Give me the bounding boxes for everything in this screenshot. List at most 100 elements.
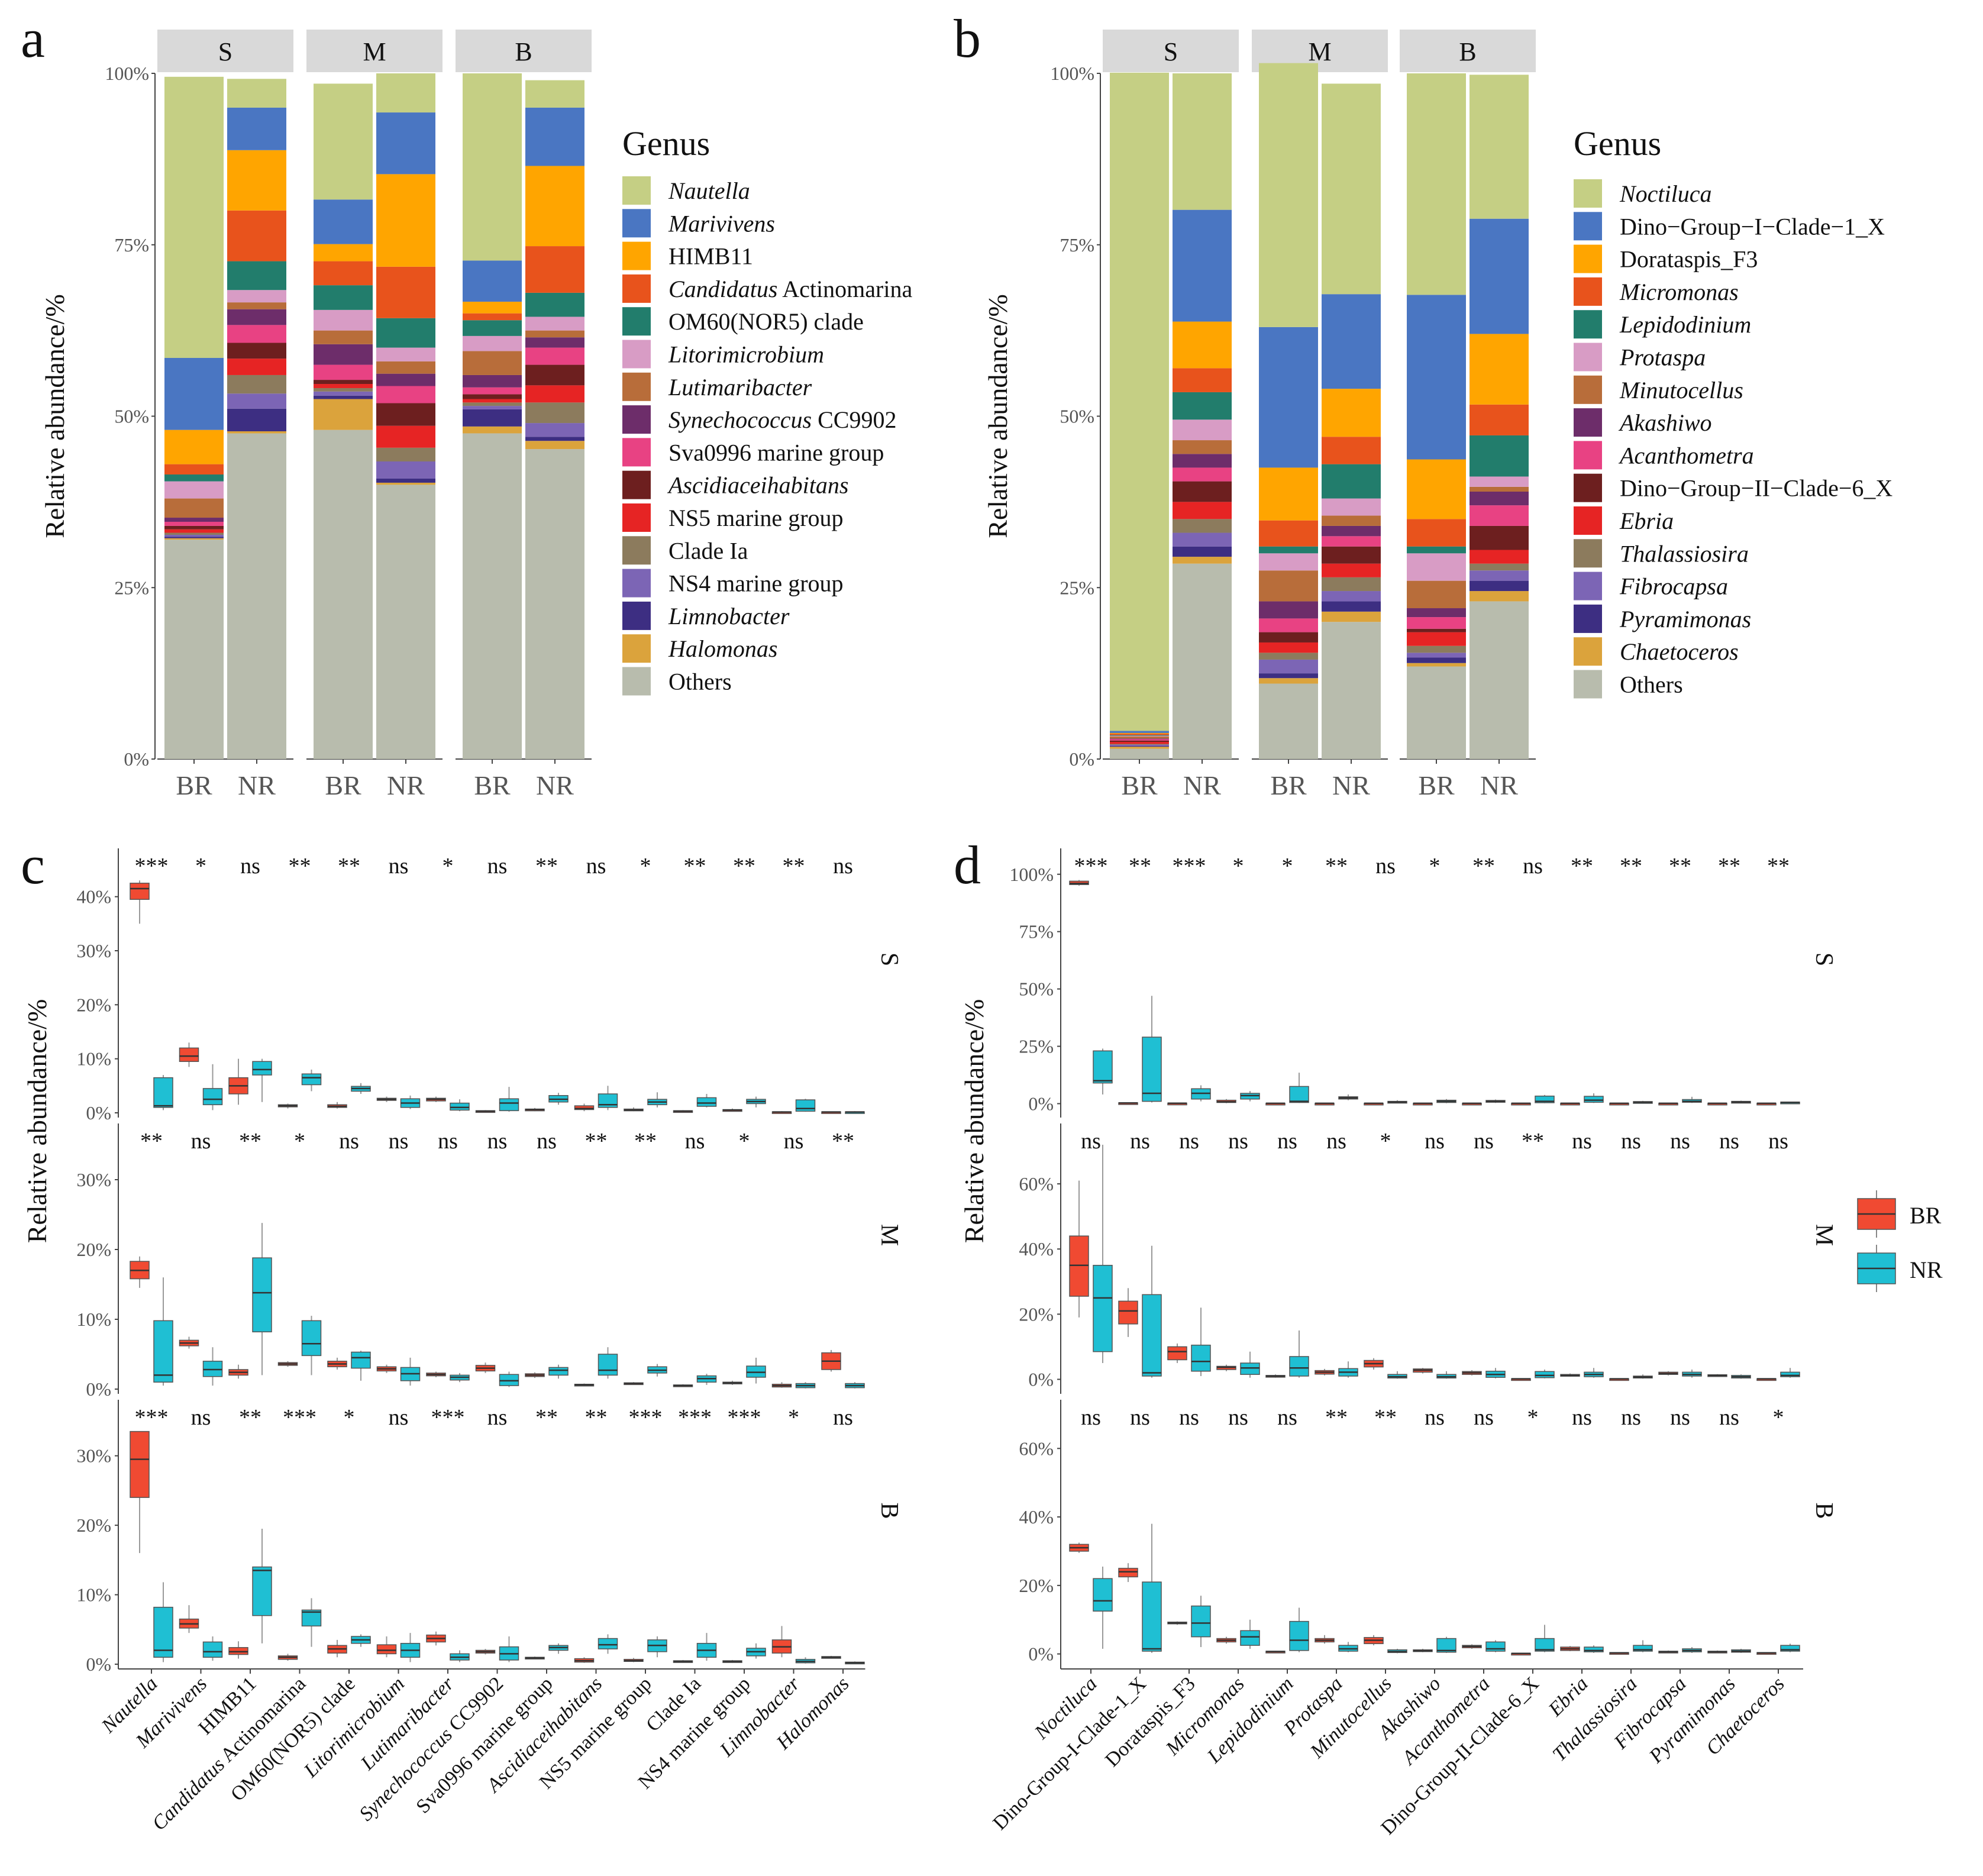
bar-segment-ascidiaceihabitans <box>525 364 584 386</box>
bar-segment-limnobacter <box>463 409 522 427</box>
bar-segment-himb11 <box>376 174 435 267</box>
bar-segment-protaspa <box>1407 553 1466 581</box>
bar-segment-thalassiosira <box>1322 577 1381 592</box>
significance-label: *** <box>1074 854 1108 879</box>
bar-segment-akashiwo <box>1173 454 1232 468</box>
significance-label: ns <box>1228 1129 1248 1154</box>
bar-segment-nautella <box>164 76 224 358</box>
bar-segment-litorimicrobium <box>227 290 286 303</box>
significance-label: * <box>443 854 454 879</box>
significance-label: ns <box>1081 1129 1101 1154</box>
y-tick-label: 0% <box>1028 1643 1054 1665</box>
bar-segment-lepidodinium <box>1407 546 1466 554</box>
bar-segment-acanthometra <box>1322 536 1381 547</box>
y-tick-label: 0% <box>1028 1368 1054 1390</box>
significance-label: ** <box>832 1129 854 1154</box>
box-nr <box>252 1566 272 1616</box>
bar-segment-dorataspis-f3 <box>1259 467 1318 521</box>
significance-label: * <box>195 854 206 879</box>
legend-key-limnobacter <box>622 601 651 630</box>
significance-label: ** <box>535 1405 558 1430</box>
bar-segment-litorimicrobium <box>314 309 373 331</box>
bar-segment-sva0996-marine-group <box>164 521 224 526</box>
bar-segment-fibrocapsa <box>1259 659 1318 674</box>
significance-label: ns <box>1179 1405 1199 1430</box>
legend-label-dino-group-ii-clade-6-x: Dino−Group−II−Clade−6_X <box>1620 475 1892 502</box>
significance-label: ns <box>1621 1129 1641 1154</box>
legend-label-micromonas: Micromonas <box>1619 279 1739 305</box>
significance-label: ** <box>1325 1405 1348 1430</box>
legend-label-synechococcus-cc9902: Synechococcus CC9902 <box>668 406 896 433</box>
x-category-label: BR <box>1121 770 1158 800</box>
significance-label: ns <box>191 1129 211 1154</box>
bar-segment-ns4-marine-group <box>376 461 435 479</box>
bar-segment-marivivens <box>525 107 584 166</box>
significance-label: ** <box>1767 854 1790 879</box>
significance-label: ns <box>389 1129 409 1154</box>
bar-segment-fibrocapsa <box>1173 532 1232 547</box>
bar-segment-ns5-marine-group <box>314 384 373 388</box>
box-nr <box>696 1097 717 1107</box>
y-tick-label: 40% <box>1019 1506 1054 1528</box>
bar-segment-chaetoceros <box>1173 557 1232 564</box>
bar-segment-limnobacter <box>314 395 373 399</box>
significance-label: ** <box>733 854 755 879</box>
bar-segment-ns5-marine-group <box>525 385 584 403</box>
box-br <box>1069 1235 1089 1297</box>
significance-label: ns <box>240 854 260 879</box>
legend-label-clade-ia: Clade Ia <box>668 537 748 564</box>
y-tick-label: 50% <box>1060 406 1094 427</box>
y-tick-label: 100% <box>1009 864 1054 885</box>
significance-label: ns <box>1425 1405 1445 1430</box>
significance-label: * <box>1773 1405 1784 1430</box>
bar-segment-halomonas <box>376 482 435 485</box>
bar-segment-dorataspis-f3 <box>1173 321 1232 369</box>
significance-label: ** <box>1472 854 1495 879</box>
legend-label-others: Others <box>668 669 732 695</box>
y-tick-label: 25% <box>1060 577 1094 598</box>
y-tick-label: 40% <box>1019 1238 1054 1260</box>
y-tick-label: 75% <box>1019 921 1054 942</box>
bar-segment-synechococcus-cc9902 <box>227 309 286 325</box>
bar-segment-lepidodinium <box>1470 435 1529 477</box>
box-nr <box>301 1320 322 1357</box>
bar-segment-noctiluca <box>1173 73 1232 210</box>
bar-segment-candidatus-actinomarina <box>525 246 584 293</box>
significance-label: *** <box>728 1405 761 1430</box>
box-br <box>376 1644 397 1655</box>
bar-segment-dorataspis-f3 <box>1110 732 1169 734</box>
box-nr <box>1584 1096 1604 1103</box>
bar-segment-marivivens <box>314 199 373 244</box>
significance-label: ns <box>1768 1129 1788 1154</box>
y-tick-label: 40% <box>76 886 111 908</box>
legend-key-om60-nor5-clade <box>622 307 651 336</box>
facet-strip-label: B <box>1459 37 1476 66</box>
bar-segment-protaspa <box>1259 553 1318 571</box>
bar-segment-micromonas <box>1407 519 1466 547</box>
significance-label: *** <box>135 854 169 879</box>
bar-segment-dino-group-i-clade-1-x <box>1322 294 1381 389</box>
legend-title: Genus <box>1574 124 1661 163</box>
bar-segment-limnobacter <box>525 437 584 441</box>
legend-label-limnobacter: Limnobacter <box>668 603 790 629</box>
bar-segment-ns4-marine-group <box>164 535 224 537</box>
bar-segment-himb11 <box>525 166 584 247</box>
bar-segment-akashiwo <box>1322 525 1381 537</box>
significance-label: *** <box>1173 854 1206 879</box>
legend-key-marivivens <box>622 209 651 238</box>
significance-label: ns <box>1719 1405 1739 1430</box>
bar-segment-marivivens <box>164 357 224 430</box>
legend-label-dorataspis-f3: Dorataspis_F3 <box>1620 246 1758 273</box>
legend-label-ascidiaceihabitans: Ascidiaceihabitans <box>667 472 848 499</box>
bar-segment-fibrocapsa <box>1407 653 1466 658</box>
legend-label-litorimicrobium: Litorimicrobium <box>668 341 824 368</box>
bar-segment-pyramimonas <box>1322 601 1381 612</box>
panel-a: a Relative abundance/% 0% 25% 50% 75% 100% S BR N… <box>21 8 912 800</box>
y-tick-label: 25% <box>1019 1036 1054 1057</box>
significance-label: ns <box>1523 854 1543 879</box>
significance-label: ns <box>1277 1405 1297 1430</box>
y-tick-label: 50% <box>1019 979 1054 1000</box>
legend-label-om60-nor5-clade: OM60(NOR5) clade <box>668 308 864 335</box>
bar-segment-dino-group-i-clade-1-x <box>1110 731 1169 733</box>
box-nr <box>153 1320 173 1383</box>
